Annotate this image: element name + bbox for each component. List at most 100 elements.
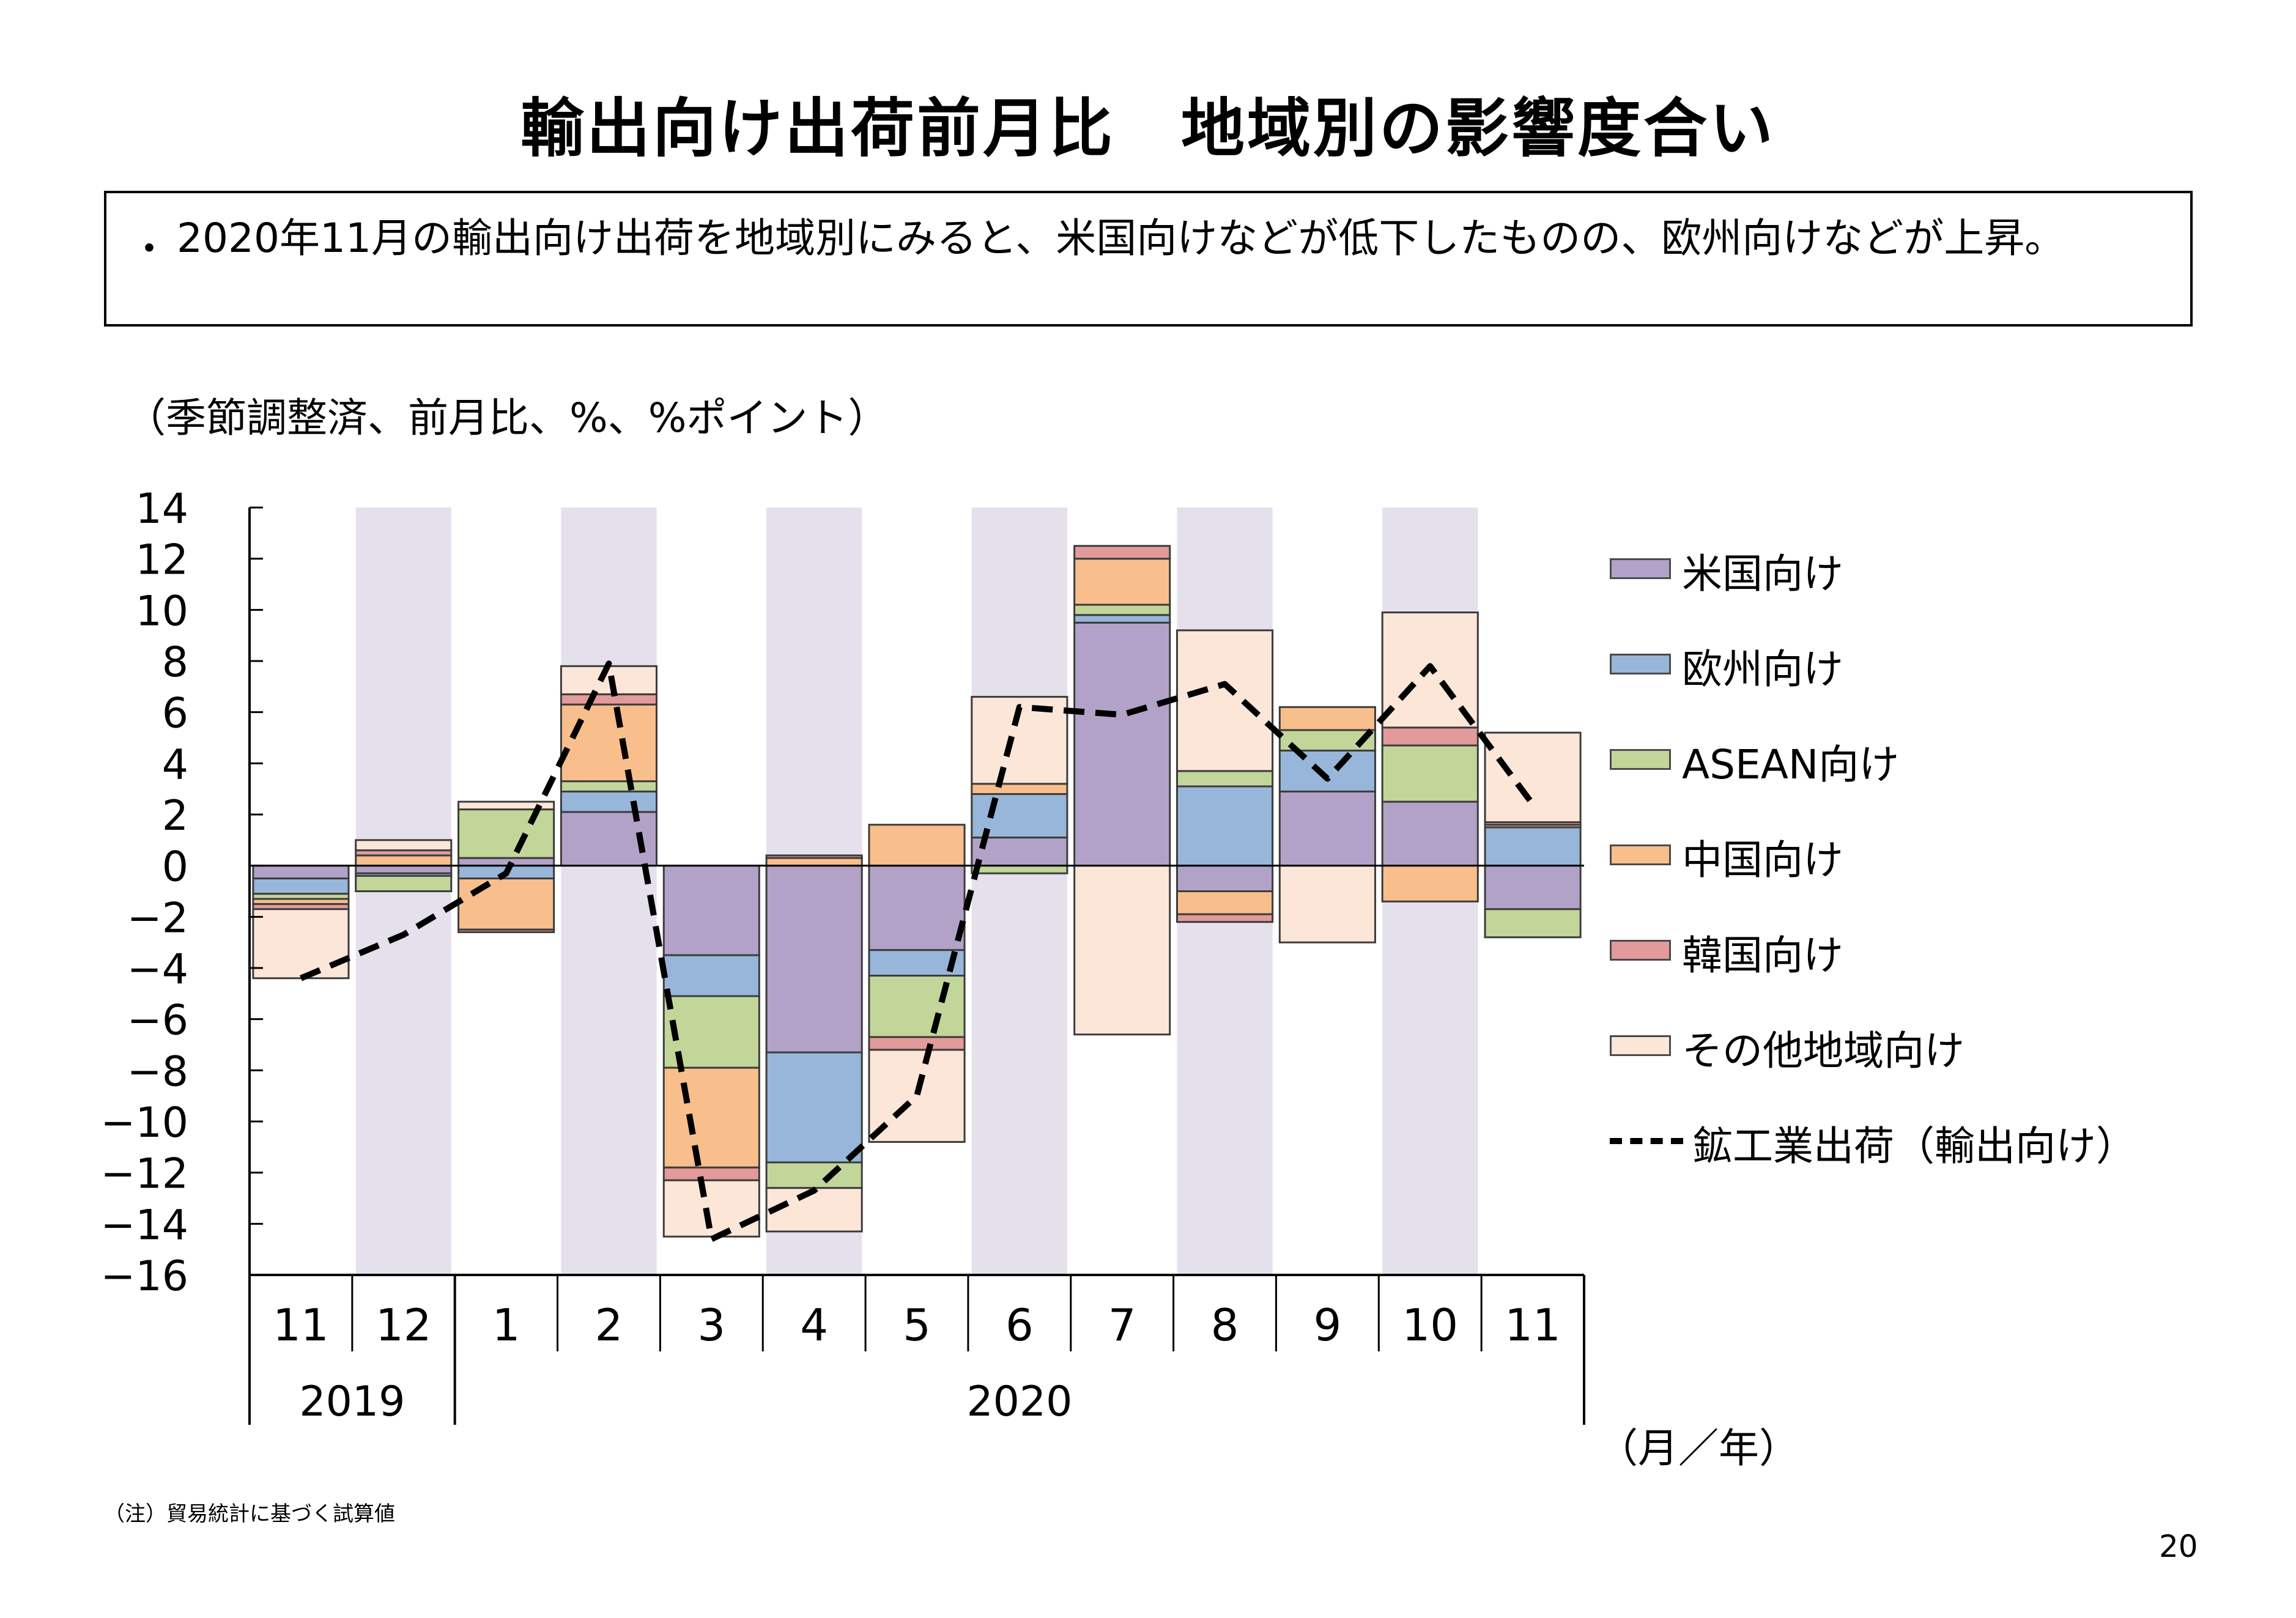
- legend-swatch-china: [1610, 844, 1671, 865]
- x-tick-label-1: 12: [376, 1299, 432, 1351]
- bar-china-1: [355, 854, 453, 867]
- legend-label-other: その他地域向け: [1682, 1027, 1965, 1074]
- page-title: 輸出向け出荷前月比 地域別の影響度合い: [520, 91, 1776, 166]
- line-industrial-shipments: [299, 660, 1536, 1243]
- bar-other-5: [765, 1187, 863, 1233]
- legend-swatch-korea: [1610, 940, 1671, 961]
- bar-eu-10: [1278, 749, 1376, 792]
- legend-label-china: 中国向け: [1682, 837, 1843, 884]
- summary-bullet: ・: [130, 227, 169, 272]
- bar-other-4: [662, 1179, 760, 1238]
- bar-us-10: [1278, 790, 1376, 867]
- x-tick-label-6: 5: [903, 1299, 931, 1351]
- bar-asean-7: [971, 865, 1068, 874]
- bar-other-2: [457, 800, 555, 811]
- bar-china-3: [560, 703, 658, 783]
- x-tick-label-9: 8: [1211, 1299, 1239, 1351]
- bar-other-8: [1073, 865, 1171, 1036]
- bar-asean-11: [1381, 744, 1479, 803]
- legend-label-eu: 欧州向け: [1682, 646, 1843, 693]
- bar-us-4: [662, 865, 760, 956]
- bar-eu-9: [1176, 785, 1274, 867]
- bar-asean-1: [355, 874, 453, 893]
- bar-us-0: [252, 865, 350, 880]
- bar-china-2: [457, 877, 555, 931]
- bar-eu-4: [662, 954, 760, 997]
- bar-korea-6: [868, 1036, 966, 1051]
- legend-label-us: 米国向け: [1682, 550, 1843, 597]
- bar-other-9: [1176, 629, 1274, 772]
- bar-korea-3: [560, 693, 658, 706]
- legend-swatch-other: [1610, 1035, 1671, 1056]
- bar-us-5: [765, 865, 863, 1054]
- bar-other-10: [1278, 865, 1376, 944]
- summary-box: ・ 2020年11月の輸出向け出荷を地域別にみると、米国向けなどが低下したものの…: [104, 191, 2193, 327]
- bar-asean-6: [868, 975, 966, 1038]
- legend-label-asean: ASEAN向け: [1682, 741, 1900, 788]
- x-tick-label-7: 6: [1005, 1299, 1034, 1351]
- page-number: 20: [2159, 1529, 2198, 1564]
- shade-column-6: [971, 508, 1067, 1275]
- bar-asean-2: [457, 808, 555, 859]
- x-tick-label-2: 1: [492, 1299, 520, 1351]
- x-tick-label-11: 10: [1402, 1299, 1458, 1351]
- y-tick-label: 0: [162, 843, 188, 892]
- bar-other-6: [868, 1049, 966, 1143]
- y-tick-label: −4: [127, 945, 188, 994]
- bar-china-10: [1278, 706, 1376, 731]
- y-tick-label: −14: [100, 1201, 188, 1249]
- y-tick-label: −2: [127, 894, 188, 942]
- shade-column-2: [561, 508, 657, 1275]
- bar-us-6: [868, 865, 966, 951]
- bar-us-8: [1073, 621, 1171, 867]
- bar-us-2: [457, 857, 555, 867]
- bar-us-12: [1484, 865, 1582, 911]
- bar-korea-8: [1073, 545, 1171, 560]
- bar-korea-9: [1176, 913, 1274, 923]
- x-tick-label-8: 7: [1108, 1299, 1136, 1351]
- legend-dash-line: [1610, 1138, 1683, 1144]
- bar-china-5: [765, 857, 863, 867]
- summary-text: 2020年11月の輸出向け出荷を地域別にみると、米国向けなどが低下したものの、欧…: [177, 215, 2065, 262]
- y-tick-label: 6: [162, 690, 188, 738]
- y-tick-label: −6: [127, 997, 188, 1045]
- y-tick-label: 8: [162, 638, 188, 687]
- y-tick-label: −10: [100, 1099, 188, 1147]
- unit-note: （季節調整済、前月比、%、%ポイント）: [125, 394, 889, 441]
- bar-china-9: [1176, 890, 1274, 915]
- bar-korea-11: [1381, 726, 1479, 747]
- x-tick-label-3: 2: [595, 1299, 623, 1351]
- bar-asean-12: [1484, 908, 1582, 939]
- bar-korea-2: [457, 928, 555, 933]
- bar-other-12: [1484, 731, 1582, 824]
- year-label-2019: 2019: [299, 1378, 405, 1426]
- y-tick-label: 14: [135, 485, 188, 533]
- bar-us-7: [971, 837, 1068, 867]
- y-tick-label: −12: [100, 1150, 188, 1199]
- bar-china-4: [662, 1066, 760, 1169]
- axis-unit-label: （月／年）: [1598, 1425, 1799, 1472]
- x-tick-label-5: 4: [800, 1299, 828, 1351]
- legend-swatch-eu: [1610, 654, 1671, 674]
- bar-eu-12: [1484, 826, 1582, 867]
- bar-korea-4: [662, 1166, 760, 1181]
- bar-china-11: [1381, 865, 1479, 903]
- legend-swatch-asean: [1610, 749, 1671, 770]
- bar-asean-8: [1073, 604, 1171, 616]
- bar-us-9: [1176, 865, 1274, 892]
- bar-us-11: [1381, 800, 1479, 867]
- year-label-2020: 2020: [966, 1378, 1072, 1426]
- x-tick-label-10: 9: [1313, 1299, 1341, 1351]
- footnote: （注）貿易統計に基づく試算値: [104, 1502, 395, 1526]
- bar-eu-5: [765, 1051, 863, 1164]
- x-tick-label-0: 11: [273, 1299, 329, 1351]
- bar-asean-3: [560, 780, 658, 792]
- bar-asean-5: [765, 1161, 863, 1189]
- bar-china-8: [1073, 558, 1171, 606]
- y-tick-label: 4: [162, 741, 188, 789]
- bar-eu-0: [252, 877, 350, 895]
- bar-korea-5: [765, 854, 863, 859]
- bar-eu-8: [1073, 614, 1171, 624]
- bar-other-0: [252, 908, 350, 980]
